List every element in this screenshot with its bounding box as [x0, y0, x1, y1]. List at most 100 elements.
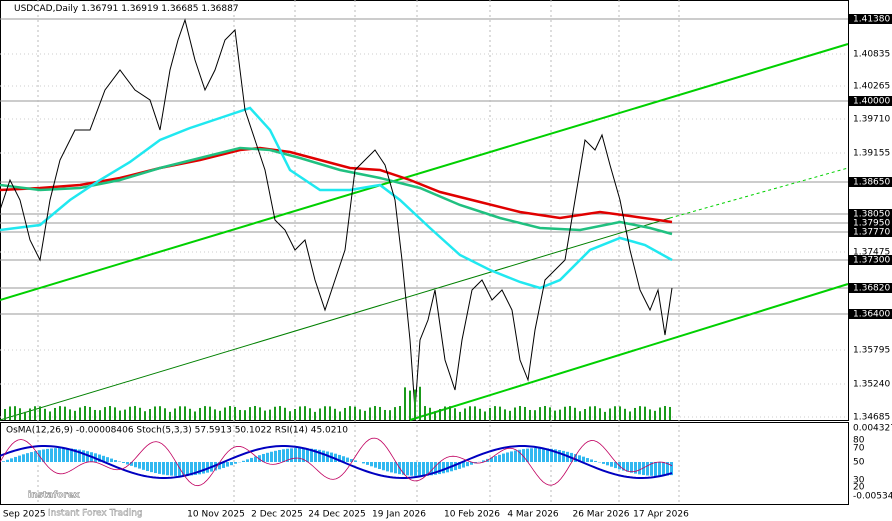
- osma-bar: [174, 462, 177, 476]
- osma-bar: [198, 462, 201, 475]
- osma-bar: [562, 450, 565, 462]
- price-label: 1.35240: [853, 380, 890, 390]
- osma-bar: [118, 461, 121, 462]
- volume-bar: [304, 406, 306, 420]
- price-tag: [849, 96, 892, 106]
- volume-bar: [134, 406, 136, 420]
- osma-bar: [622, 462, 625, 471]
- osma-bar: [30, 452, 33, 462]
- osma-bar: [434, 462, 437, 475]
- volume-bar: [644, 406, 646, 420]
- volume-bar: [484, 411, 486, 420]
- osma-bar: [290, 448, 293, 462]
- osma-bar: [162, 462, 165, 475]
- osma-bar: [150, 462, 153, 473]
- osma-bar: [222, 462, 225, 468]
- price-label: 1.39155: [853, 149, 890, 159]
- volume-bar: [394, 407, 396, 420]
- volume-bar: [604, 411, 606, 420]
- osma-bar: [110, 458, 113, 462]
- osma-bar: [226, 462, 229, 467]
- volume-bar: [174, 408, 176, 420]
- volume-bar: [459, 411, 461, 420]
- osma-bar: [62, 448, 65, 462]
- date-label: 10 Nov 2025: [187, 510, 245, 520]
- osma-bar: [582, 456, 585, 462]
- volume-bar: [69, 409, 71, 420]
- osma-bar: [534, 448, 537, 462]
- volume-bar: [29, 408, 31, 420]
- osma-bar: [350, 459, 353, 462]
- osma-bar: [130, 462, 133, 466]
- price-label: 1.38650: [853, 178, 890, 188]
- osma-bar: [230, 462, 233, 466]
- volume-bar: [659, 407, 661, 420]
- volume-bar: [299, 406, 301, 420]
- volume-bar: [89, 406, 91, 420]
- volume-bar: [599, 408, 601, 420]
- osma-bar: [114, 460, 117, 462]
- volume-bar: [109, 406, 111, 420]
- osma-bar: [342, 456, 345, 462]
- volume-bar: [49, 411, 51, 420]
- osma-bar: [638, 462, 641, 475]
- date-label: 26 Mar 2026: [572, 510, 629, 520]
- price-line: [0, 18, 673, 411]
- osma-bar: [526, 448, 529, 462]
- volume-bar: [274, 406, 276, 420]
- date-label: 2 Dec 2025: [251, 510, 303, 520]
- volume-bar: [334, 408, 336, 420]
- volume-bar: [449, 406, 451, 420]
- volume-bar: [129, 406, 131, 420]
- volume-bar: [499, 406, 501, 420]
- symbol-title: USDCAD,Daily 1.36791 1.36919 1.36685 1.3…: [14, 4, 239, 14]
- osma-bar: [278, 449, 281, 462]
- volume-bar: [124, 409, 126, 420]
- volume-bar: [264, 410, 266, 420]
- price-label: 1.40835: [853, 50, 890, 60]
- volume-bar: [379, 406, 381, 420]
- price-label: 1.39710: [853, 115, 890, 125]
- channel-ext: [669, 167, 849, 219]
- volume-bar: [319, 408, 321, 420]
- osma-bar: [498, 454, 501, 462]
- price-tag: [849, 209, 892, 219]
- osma-bar: [302, 448, 305, 462]
- volume-bar: [234, 406, 236, 420]
- osma-bar: [538, 448, 541, 462]
- volume-bar: [104, 407, 106, 420]
- volume-bar: [519, 406, 521, 420]
- price-label: 1.40265: [853, 82, 890, 92]
- volume-bar: [229, 406, 231, 420]
- volume-bar: [634, 407, 636, 420]
- volume-bar: [664, 406, 666, 420]
- osma-bar: [394, 462, 397, 474]
- volume-bar: [619, 406, 621, 420]
- oscillators: [0, 437, 673, 487]
- osma-bar: [670, 462, 673, 476]
- osma-bar: [442, 462, 445, 474]
- osma-bar: [274, 450, 277, 462]
- volume-bar: [479, 408, 481, 420]
- osma-bar: [158, 462, 161, 474]
- osma-bar: [50, 448, 53, 462]
- osma-bar: [586, 458, 589, 462]
- volume-bar: [434, 411, 436, 420]
- osma-bar: [194, 462, 197, 475]
- volume-bar: [574, 407, 576, 420]
- osma-bar: [482, 460, 485, 462]
- indicator-scale-label: 0.0043278: [853, 424, 892, 434]
- price-label: 1.37770: [853, 228, 890, 238]
- price-tag: [849, 227, 892, 237]
- osma-bar: [390, 462, 393, 473]
- osma-bar: [326, 451, 329, 462]
- osma-bar: [658, 462, 661, 476]
- channel-lines: [0, 43, 849, 421]
- osma-bar: [422, 462, 425, 476]
- watermark-tagline: Instant Forex Trading: [48, 509, 143, 519]
- osma-bar: [206, 462, 209, 473]
- price-label: 1.34685: [853, 413, 890, 423]
- osma-bar: [34, 451, 37, 462]
- volume-bar: [14, 406, 16, 420]
- osma-bar: [626, 462, 629, 472]
